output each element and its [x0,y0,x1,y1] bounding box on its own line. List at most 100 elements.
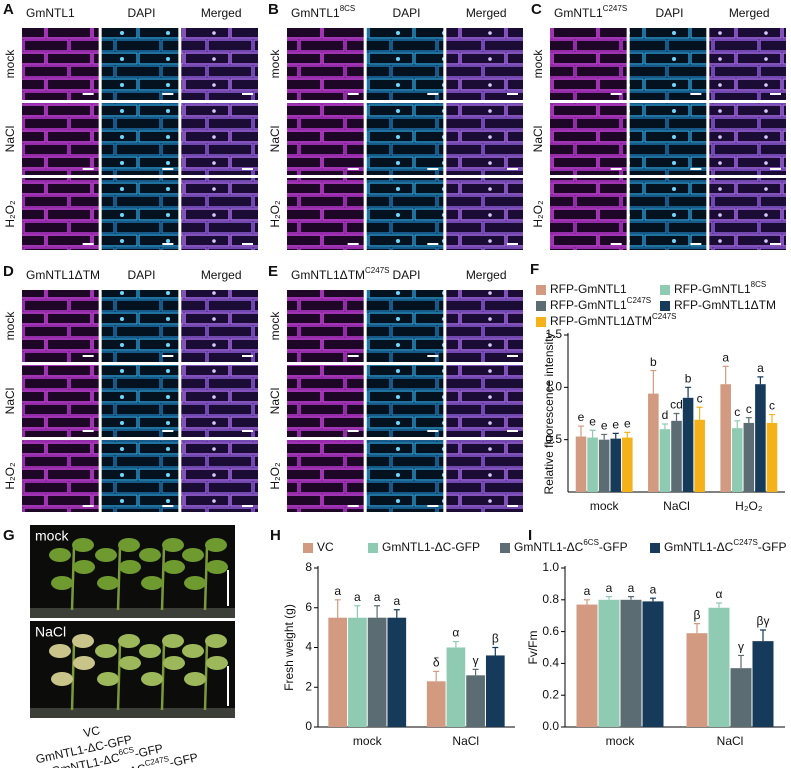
bar [575,436,587,492]
error-bar [472,668,479,676]
micrograph [709,28,786,100]
micrograph [181,28,258,100]
panel-letter: F [530,261,539,278]
stem [116,546,122,611]
bar [328,617,348,727]
stem [70,546,76,611]
micrograph [287,290,364,362]
significance-letter: α [716,587,723,601]
leaf [97,576,119,590]
leaf [182,548,204,562]
micrograph [366,290,444,362]
bar [348,617,367,727]
micrograph [181,290,258,362]
significance-letter: δ [433,656,440,670]
panel-title: GmNTL1 [26,6,75,20]
channel-label: DAPI [127,268,155,282]
bar [576,604,598,727]
micrograph [22,290,99,362]
row-label: H₂O₂ [3,462,17,490]
bar [466,675,485,727]
leaf [118,634,140,648]
micrograph [22,440,99,512]
text-part: -GFP [599,540,628,554]
leaf [205,634,227,648]
error-bar [722,365,729,385]
x-tick-label: NaCl [717,734,744,748]
error-bar [650,369,657,394]
leaf [51,576,73,590]
error-bar [584,599,590,605]
significance-letter: β [694,608,701,622]
row-label: mock [3,311,17,341]
leaf [139,548,161,562]
row-label: NaCl [268,126,282,153]
channel-label: DAPI [127,6,155,20]
channel-label: Merged [466,268,507,282]
leaf [49,548,71,562]
bar [671,420,682,492]
channel-label: DAPI [392,6,420,20]
leaf [49,644,71,658]
y-tick-label: 0.0 [542,719,559,733]
error-bar [606,596,612,600]
stem [203,642,209,711]
leaf [206,656,228,670]
row-label: H₂O₂ [531,200,545,228]
significance-letter: a [393,594,400,608]
bar [587,437,598,492]
error-bar [433,670,440,682]
text-part: -GFP [168,750,199,768]
significance-letter: c [746,402,752,416]
micrograph [22,365,99,437]
row-label: NaCl [3,126,17,153]
significance-letter: c [697,391,703,405]
leaf [184,672,206,686]
significance-letter: e [601,419,608,433]
bar [622,437,633,492]
leaf [182,644,204,658]
micrograph [181,103,258,175]
panel-letter: B [268,1,279,18]
micrograph [709,178,786,250]
text-part: 6CS [118,745,135,757]
condition-label: NaCl [35,624,66,640]
y-tick-label: 0.2 [542,687,559,701]
micrograph [446,365,523,437]
text-part: VC [82,723,102,740]
row-label: mock [268,49,282,79]
text-part: GmNTL1 [26,6,75,20]
text-part: C247S [733,538,757,547]
y-axis-label: Relative fluorescence intensity [542,332,556,494]
significance-letter: b [685,372,692,386]
bar [755,384,766,492]
y-tick-label: 1.5 [545,327,562,341]
stem [203,546,209,611]
stem [160,642,166,711]
bar [485,655,505,727]
significance-letter: e [624,417,631,431]
bar [648,393,659,492]
x-tick-label: mock [353,734,383,748]
bar [766,422,778,492]
row-label: NaCl [268,388,282,415]
photo-floor [30,708,235,718]
legend-label: GmNTL1-ΔC6CS-GFP [514,538,628,554]
micrograph [22,103,99,175]
leaf [206,560,228,574]
micrograph [287,440,364,512]
y-tick-label: 0.5 [545,432,562,446]
significance-letter: γ [473,654,479,668]
error-bar [452,640,459,648]
leaf [97,672,119,686]
micrograph [101,365,179,437]
error-bar [738,654,744,669]
row-label: mock [268,311,282,341]
significance-letter: e [612,418,619,432]
micrograph [101,178,179,250]
bar [598,439,610,492]
channel-label: Merged [201,6,242,20]
text-part: RFP-GmNTL1ΔTM [550,314,652,328]
bar [446,647,466,727]
legend-label: GmNTL1-ΔCC247S-GFP [664,538,787,554]
